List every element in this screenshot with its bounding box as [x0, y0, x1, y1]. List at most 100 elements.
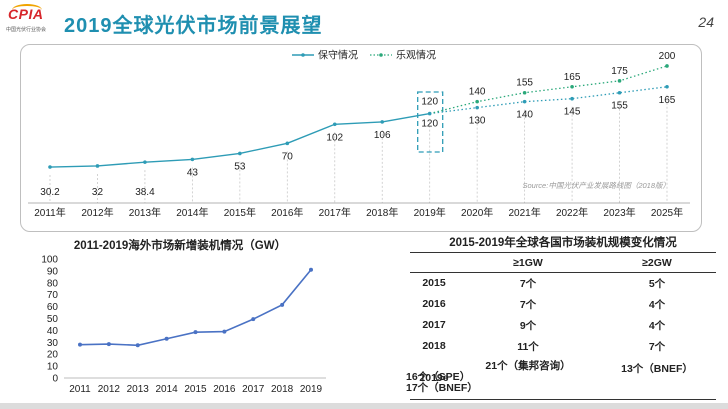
data-point	[475, 105, 479, 110]
logo-subtitle: 中国光伏行业协会	[6, 27, 47, 33]
table-row: 2019e 21个（集邦咨询） 16个（SPE） 17个（BNEF） 13个（B…	[406, 356, 716, 400]
data-point	[570, 96, 574, 101]
x-tick-label: 2011	[69, 384, 91, 395]
y-tick-label: 70	[47, 290, 59, 301]
point-label: 155	[516, 78, 533, 89]
x-tick-label: 2017年	[319, 206, 351, 219]
point-label: 130	[469, 116, 486, 127]
table-cell-ge2: 7个	[648, 340, 666, 353]
x-tick-label: 2025年	[651, 206, 683, 219]
table-cell-ge1: 7个	[519, 277, 537, 290]
data-point	[222, 329, 227, 334]
table-cell-ge2: 5个	[648, 277, 666, 290]
data-point	[617, 79, 622, 83]
point-label: 175	[611, 66, 628, 77]
x-tick-label: 2015年	[224, 206, 256, 219]
table-header-row: ≥1GW ≥2GW	[410, 252, 716, 273]
point-label: 140	[516, 110, 533, 121]
table-row: 2018 11个 7个	[410, 336, 716, 357]
point-label: 120	[421, 119, 438, 130]
data-point	[48, 165, 52, 169]
y-tick-label: 60	[47, 302, 59, 313]
data-point	[570, 84, 574, 89]
data-point	[164, 336, 169, 341]
data-point	[380, 120, 385, 124]
point-label: 140	[469, 87, 486, 98]
legend-label-conservative: 保守情况	[318, 49, 358, 62]
table-cell-ge2: 4个	[648, 298, 666, 311]
data-point	[475, 99, 479, 104]
data-point	[332, 122, 337, 127]
table-title: 2015-2019年全球各国市场装机规模变化情况	[449, 237, 677, 249]
table-cell-year: 2016	[422, 298, 446, 310]
data-point	[135, 343, 140, 348]
series-line-conservative	[49, 112, 430, 168]
x-tick-label: 2020年	[461, 206, 493, 219]
series-line-conservative-forecast	[429, 86, 668, 115]
x-tick-label: 2012	[98, 384, 121, 395]
data-point	[617, 90, 622, 95]
point-label: 53	[234, 161, 246, 172]
point-label: 165	[659, 95, 676, 106]
table-row: 2015 7个 5个	[410, 273, 716, 294]
x-tick-label: 2022年	[556, 206, 588, 219]
x-tick-label: 2021年	[508, 206, 540, 219]
point-label: 102	[326, 132, 343, 143]
table-cell-ge1: 11个	[517, 340, 539, 353]
data-point	[522, 90, 527, 95]
y-tick-label: 40	[47, 326, 59, 337]
x-tick-label: 2016	[213, 384, 236, 395]
data-point	[95, 164, 100, 168]
table-cell-year: 2015	[422, 277, 446, 290]
page-number: 24	[698, 14, 714, 30]
header-bar: CPIA 中国光伏行业协会 2019全球光伏市场前景展望 24	[0, 0, 728, 44]
y-tick-label: 30	[47, 338, 59, 349]
data-point	[78, 342, 82, 347]
chart-title: 2011-2019海外市场新增装机情况（GW）	[74, 238, 286, 252]
table-header-ge1: ≥1GW	[458, 252, 599, 273]
page-title: 2019全球光伏市场前景展望	[64, 15, 323, 37]
x-tick-label: 2017	[242, 384, 265, 395]
table-cell-year: 2019e	[410, 356, 458, 400]
data-point	[251, 317, 256, 322]
table-cell-ge1: 9个	[519, 319, 537, 332]
cpia-logo: CPIA 中国光伏行业协会	[6, 4, 56, 40]
point-label: 145	[564, 107, 581, 118]
legend-marker-conservative	[301, 53, 305, 57]
table-cell-ge1-multi: 21个（集邦咨询） 16个（SPE） 17个（BNEF）	[406, 356, 599, 400]
y-tick-label: 100	[41, 255, 58, 266]
y-tick-label: 80	[47, 278, 59, 289]
legend-marker-optimistic	[379, 53, 383, 57]
x-tick-label: 2013年	[129, 206, 161, 219]
y-tick-label: 10	[47, 362, 59, 373]
table-cell-ge1-line: 17个（BNEF）	[406, 382, 478, 395]
projection-line-chart: 30.2 32 38.4 43 53 70 102 106 120 130 140 145 155 165…	[28, 49, 690, 219]
data-point	[106, 342, 111, 347]
table-cell-year: 2018	[422, 340, 446, 352]
point-label: 120	[421, 97, 438, 108]
y-tick-label: 90	[47, 266, 59, 277]
point-label: 70	[282, 151, 294, 162]
data-point	[309, 267, 313, 272]
x-tick-label: 2012年	[81, 206, 113, 219]
data-point	[427, 111, 432, 116]
data-point	[665, 64, 669, 68]
data-point	[285, 141, 290, 146]
source-note: Source:中国光伏产业发展路线图（2018版）	[522, 181, 670, 190]
point-label: 38.4	[135, 187, 155, 198]
data-point	[522, 99, 527, 104]
point-label: 32	[92, 187, 104, 198]
x-tick-label: 2015	[184, 384, 207, 395]
data-point	[193, 330, 198, 335]
x-tick-label: 2014	[156, 384, 179, 395]
market-scale-table: ≥1GW ≥2GW 2015 7个 5个 2016 7个 4个 2017 9个 …	[406, 252, 716, 400]
table-header-ge2: ≥2GW	[598, 252, 716, 273]
x-tick-label: 2018年	[366, 206, 398, 219]
table-cell-year: 2017	[422, 319, 446, 331]
point-label: 165	[564, 72, 581, 83]
table-header-year	[410, 252, 458, 273]
table-row: 2017 9个 4个	[410, 315, 716, 336]
data-point	[143, 160, 147, 164]
x-tick-label: 2013	[127, 384, 150, 395]
table-cell-ge1-line: 21个（集邦咨询）	[485, 360, 571, 373]
